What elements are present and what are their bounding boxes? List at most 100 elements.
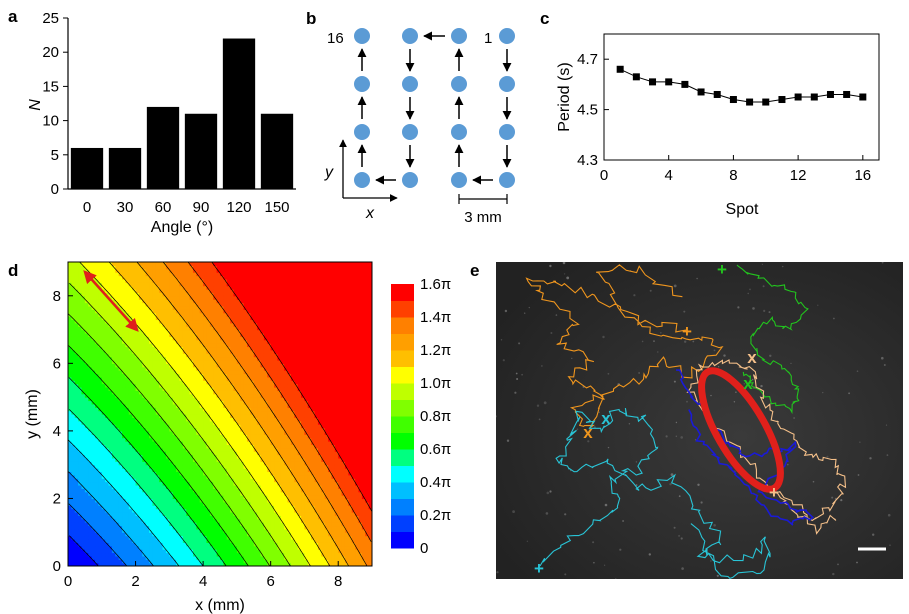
- panel-d-contour-map: d 0 2 4 6 8 0 2 4 6 8 0 0.2π 0.4π 0.6π 0.8π 1.0π 1.2π 1…: [8, 261, 451, 614]
- bar-30: [108, 147, 142, 189]
- colorbar-band: [391, 383, 414, 400]
- spot: [499, 76, 515, 92]
- x-tick-label: 0: [83, 199, 91, 216]
- data-point: [826, 90, 834, 98]
- bar-0: [70, 147, 104, 189]
- contour-line: [108, 262, 331, 566]
- colorbar-band: [391, 317, 414, 334]
- trajectory-cyan: [539, 408, 771, 579]
- start-marker: +: [717, 260, 727, 279]
- contour-bands: [68, 262, 372, 566]
- data-point: [665, 78, 673, 86]
- trajectory-peach: [686, 359, 847, 535]
- x-axis-ticks: 0 2 4 6 8: [64, 561, 342, 590]
- y-axis-title: N: [27, 99, 44, 111]
- bar-90: [184, 113, 218, 189]
- data-point: [697, 88, 705, 96]
- x-tick-label: 6: [266, 573, 274, 590]
- spot-grid: [354, 28, 515, 188]
- panel-letter-c: c: [540, 9, 549, 28]
- plot-frame: [67, 261, 373, 567]
- colorbar-band: [391, 366, 414, 384]
- contour-line: [68, 377, 227, 566]
- x-tick-label: 150: [264, 199, 289, 216]
- spot-label-16: 16: [327, 30, 344, 47]
- panel-letter-e: e: [470, 261, 479, 280]
- contour-line: [187, 262, 372, 542]
- y-tick-label: 25: [42, 10, 59, 27]
- y-tick-label: 20: [42, 44, 59, 61]
- data-point: [746, 98, 754, 106]
- panel-letter-b: b: [306, 9, 316, 28]
- colorbar-band: [391, 531, 414, 549]
- x-axis-title: x (mm): [195, 597, 245, 614]
- bar-series: [70, 38, 294, 189]
- y-tick-label: 6: [53, 355, 61, 372]
- y-tick-label: 2: [53, 490, 61, 507]
- colorbar-tick-label: 0.8π: [420, 408, 451, 425]
- end-marker: x: [583, 423, 593, 442]
- contour-line: [68, 503, 128, 566]
- spot: [499, 172, 515, 188]
- colorbar: 0 0.2π 0.4π 0.6π 0.8π 1.0π 1.2π 1.4π 1.6π: [391, 276, 451, 557]
- panel-letter-a: a: [8, 7, 18, 26]
- end-marker: x: [601, 409, 611, 428]
- y-axis-ticks: 0 5 10 15 20 25: [42, 10, 68, 198]
- x-axis-label: x: [365, 205, 375, 222]
- spot-label-1: 1: [484, 30, 492, 47]
- x-axis-ticks: 0 30 60 90 120 150: [83, 199, 290, 216]
- contour-line: [136, 262, 350, 566]
- spot: [499, 28, 515, 44]
- data-point: [616, 65, 624, 73]
- colorbar-tick-label: 1.0π: [420, 375, 451, 392]
- x-tick-label: 0: [600, 167, 608, 184]
- data-point: [810, 93, 818, 101]
- red-ring-orbit: [698, 367, 784, 493]
- colorbar-tick-label: 0: [420, 540, 428, 557]
- y-axis-label: y: [324, 164, 334, 181]
- y-tick-label: 4.5: [577, 102, 598, 119]
- contour-line: [211, 262, 372, 512]
- data-point: [632, 73, 640, 81]
- x-axis-ticks: 0 4 8 12 16: [600, 155, 871, 184]
- x-tick-label: 8: [334, 573, 342, 590]
- y-tick-label: 4.7: [577, 51, 598, 68]
- colorbar-band: [391, 416, 414, 433]
- contour-line: [69, 409, 204, 566]
- spot: [354, 124, 370, 140]
- colorbar-tick-label: 0.6π: [420, 441, 451, 458]
- spot: [451, 172, 467, 188]
- period-line: [619, 68, 863, 103]
- data-point: [859, 93, 867, 101]
- start-marker: +: [682, 322, 692, 341]
- spot: [451, 124, 467, 140]
- end-marker: x: [743, 374, 753, 393]
- x-axis-title: Angle (°): [151, 219, 213, 236]
- bar-120: [222, 38, 256, 189]
- data-point: [762, 98, 770, 106]
- y-tick-label: 10: [42, 113, 59, 130]
- colorbar-band: [391, 449, 414, 466]
- y-axis-ticks: 0 2 4 6 8: [53, 288, 73, 575]
- spot: [499, 124, 515, 140]
- spot: [354, 28, 370, 44]
- data-point: [794, 93, 802, 101]
- y-axis-title: Period (s): [556, 62, 573, 131]
- data-point: [729, 96, 737, 104]
- panel-b-spot-diagram: b 16 1 y x 3 mm: [306, 9, 515, 226]
- x-tick-label: 16: [854, 167, 871, 184]
- x-tick-label: 4: [665, 167, 673, 184]
- contour-line: [68, 345, 249, 566]
- colorbar-band: [391, 498, 414, 516]
- colorbar-tick-label: 0.2π: [420, 507, 451, 524]
- colorbar-band: [391, 350, 414, 367]
- start-marker: +: [769, 483, 779, 502]
- x-tick-label: 60: [155, 199, 172, 216]
- y-tick-label: 8: [53, 288, 61, 305]
- colorbar-band: [391, 399, 414, 417]
- y-tick-label: 0: [53, 558, 61, 575]
- data-point: [843, 90, 851, 98]
- x-tick-label: 0: [64, 573, 72, 590]
